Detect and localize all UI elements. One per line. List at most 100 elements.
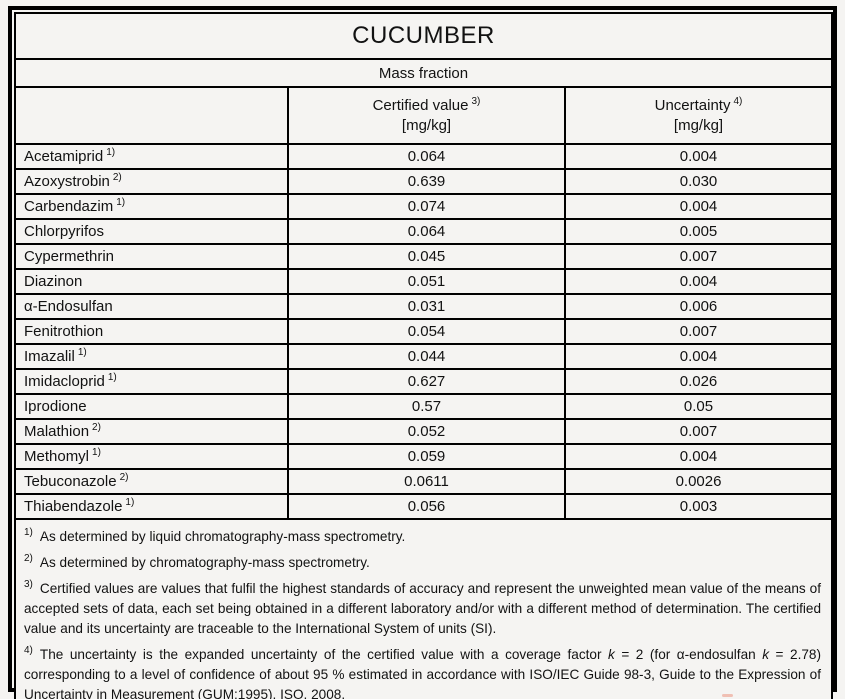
italic-k: k bbox=[762, 647, 770, 662]
footnote-4: 4) The uncertainty is the expanded uncert… bbox=[24, 645, 821, 699]
certified-value-footnote-ref: 3) bbox=[471, 95, 481, 107]
table-row: Diazinon 0.051 0.004 bbox=[14, 268, 834, 295]
certified-value-cell: 0.044 bbox=[287, 343, 566, 370]
substance-cell: Tebuconazole 2) bbox=[14, 468, 289, 495]
uncertainty-cell: 0.007 bbox=[563, 418, 834, 445]
table-row: Imidacloprid 1) 0.627 0.026 bbox=[14, 368, 834, 395]
title-row: CUCUMBER bbox=[13, 12, 834, 60]
footnote-2-text: As determined by chromatography-mass spe… bbox=[39, 555, 370, 570]
certificate-table-frame: CUCUMBER Mass fraction Certified value 3)… bbox=[8, 6, 837, 699]
substance-cell: Carbendazim 1) bbox=[14, 193, 289, 220]
uncertainty-unit: [mg/kg] bbox=[673, 116, 724, 134]
footnote-1-text: As determined by liquid chromatography-m… bbox=[39, 529, 406, 544]
table-row: Cypermethrin 0.045 0.007 bbox=[14, 243, 834, 270]
uncertainty-cell: 0.004 bbox=[563, 443, 834, 470]
substance-cell: Cypermethrin bbox=[14, 243, 289, 270]
certified-value-cell: 0.064 bbox=[287, 143, 566, 170]
column-header-row: Certified value 3) [mg/kg] Uncertainty 4) … bbox=[14, 86, 834, 145]
substance-name: Imidacloprid bbox=[24, 373, 105, 390]
footnote-1-marker: 1) bbox=[24, 527, 33, 539]
certified-value-cell: 0.056 bbox=[287, 493, 566, 520]
uncertainty-cell: 0.0026 bbox=[563, 468, 834, 495]
certified-value-column-header: Certified value 3) [mg/kg] bbox=[287, 86, 566, 145]
substance-name: Iprodione bbox=[24, 398, 87, 415]
substance-footnote-ref: 2) bbox=[92, 422, 101, 433]
substance-cell: Malathion 2) bbox=[14, 418, 289, 445]
substance-cell: Thiabendazole 1) bbox=[14, 493, 289, 520]
table-subtitle: Mass fraction bbox=[13, 58, 834, 88]
substance-footnote-ref: 2) bbox=[112, 172, 122, 183]
uncertainty-cell: 0.007 bbox=[563, 318, 834, 345]
certified-value-cell: 0.074 bbox=[287, 193, 566, 220]
substance-name: Methomyl bbox=[24, 448, 90, 465]
uncertainty-cell: 0.005 bbox=[563, 218, 834, 245]
substance-cell: α-Endosulfan bbox=[14, 293, 289, 320]
certified-value-cell: 0.045 bbox=[287, 243, 566, 270]
uncertainty-cell: 0.004 bbox=[563, 143, 834, 170]
uncertainty-label: Uncertainty bbox=[654, 96, 731, 114]
uncertainty-cell: 0.004 bbox=[563, 343, 834, 370]
table-row: Tebuconazole 2) 0.0611 0.0026 bbox=[14, 468, 834, 495]
substance-name: Cypermethrin bbox=[24, 248, 115, 265]
uncertainty-column-header: Uncertainty 4) [mg/kg] bbox=[563, 86, 834, 145]
table-row: Chlorpyrifos 0.064 0.005 bbox=[14, 218, 834, 245]
certified-value-cell: 0.064 bbox=[287, 218, 566, 245]
footnote-1: 1) As determined by liquid chromatography… bbox=[24, 527, 821, 547]
substance-footnote-ref: 2) bbox=[119, 472, 129, 483]
table-row: Imazalil 1) 0.044 0.004 bbox=[14, 343, 834, 370]
substance-cell: Methomyl 1) bbox=[14, 443, 289, 470]
substance-name: Chlorpyrifos bbox=[24, 223, 105, 240]
table-row: Methomyl 1) 0.059 0.004 bbox=[14, 443, 834, 470]
substance-footnote-ref: 1) bbox=[92, 447, 101, 458]
substance-name: Carbendazim bbox=[24, 198, 114, 215]
table-row: α-Endosulfan 0.031 0.006 bbox=[14, 293, 834, 320]
substance-cell: Fenitrothion bbox=[14, 318, 289, 345]
footnote-2-marker: 2) bbox=[24, 553, 33, 565]
uncertainty-cell: 0.004 bbox=[563, 268, 834, 295]
certified-values-table: CUCUMBER Mass fraction Certified value 3)… bbox=[13, 12, 834, 699]
uncertainty-cell: 0.004 bbox=[563, 193, 834, 220]
certified-value-label: Certified value bbox=[372, 96, 469, 114]
italic-k: k bbox=[608, 647, 615, 662]
table-row: Acetamiprid 1) 0.064 0.004 bbox=[14, 143, 834, 170]
footnote-3-text: Certified values are values that fulfil … bbox=[24, 581, 822, 636]
certified-value-cell: 0.0611 bbox=[287, 468, 566, 495]
substance-cell: Acetamiprid 1) bbox=[14, 143, 289, 170]
table-row: Iprodione 0.57 0.05 bbox=[14, 393, 834, 420]
substance-name: Imazalil bbox=[24, 348, 75, 365]
certified-value-cell: 0.054 bbox=[287, 318, 566, 345]
subtitle-row: Mass fraction bbox=[13, 58, 834, 88]
page-title: CUCUMBER bbox=[13, 12, 834, 60]
substance-name: Azoxystrobin bbox=[24, 173, 110, 190]
substance-footnote-ref: 1) bbox=[107, 372, 117, 383]
uncertainty-cell: 0.007 bbox=[563, 243, 834, 270]
footnotes-row: 1) As determined by liquid chromatography… bbox=[13, 518, 834, 699]
substance-footnote-ref: 1) bbox=[125, 497, 135, 508]
substance-name: α-Endosulfan bbox=[24, 298, 113, 315]
substance-column-header bbox=[14, 86, 289, 145]
substance-cell: Azoxystrobin 2) bbox=[14, 168, 289, 195]
substance-name: Tebuconazole bbox=[24, 473, 117, 490]
substance-cell: Imidacloprid 1) bbox=[14, 368, 289, 395]
substance-name: Thiabendazole bbox=[24, 498, 123, 515]
footnote-4-text: The uncertainty is the expanded uncertai… bbox=[24, 647, 822, 699]
uncertainty-cell: 0.05 bbox=[563, 393, 834, 420]
table-row: Carbendazim 1) 0.074 0.004 bbox=[14, 193, 834, 220]
substance-cell: Iprodione bbox=[14, 393, 289, 420]
substance-cell: Chlorpyrifos bbox=[14, 218, 289, 245]
certified-value-cell: 0.051 bbox=[287, 268, 566, 295]
substance-footnote-ref: 1) bbox=[77, 347, 87, 358]
table-row: Azoxystrobin 2) 0.639 0.030 bbox=[14, 168, 834, 195]
table-row: Malathion 2) 0.052 0.007 bbox=[14, 418, 834, 445]
footnotes-section: 1) As determined by liquid chromatography… bbox=[13, 518, 834, 699]
footnote-3: 3) Certified values are values that fulfi… bbox=[24, 579, 821, 639]
certified-value-cell: 0.052 bbox=[287, 418, 566, 445]
certified-value-cell: 0.059 bbox=[287, 443, 566, 470]
uncertainty-cell: 0.026 bbox=[563, 368, 834, 395]
table-row: Thiabendazole 1) 0.056 0.003 bbox=[14, 493, 834, 520]
substance-name: Acetamiprid bbox=[24, 148, 104, 165]
certified-value-cell: 0.031 bbox=[287, 293, 566, 320]
uncertainty-cell: 0.003 bbox=[563, 493, 834, 520]
footnote-2: 2) As determined by chromatography-mass s… bbox=[24, 553, 821, 573]
uncertainty-cell: 0.030 bbox=[563, 168, 834, 195]
